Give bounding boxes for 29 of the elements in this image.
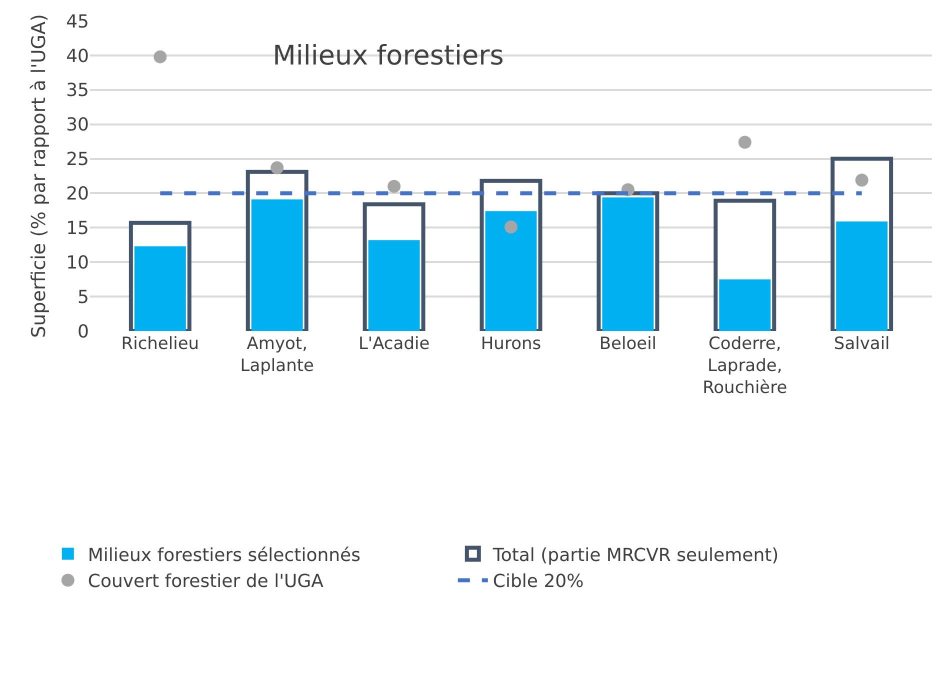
point bbox=[504, 220, 518, 234]
y-tick-label: 45 bbox=[66, 11, 89, 32]
y-tick-label: 0 bbox=[78, 321, 89, 342]
y-tick-label: 40 bbox=[66, 46, 89, 67]
point bbox=[388, 180, 401, 193]
y-tick-label: 10 bbox=[66, 252, 89, 274]
y-tick-label: 35 bbox=[66, 80, 89, 102]
x-tick-label: Coderre, Laprade, Rouchière bbox=[702, 334, 788, 398]
point bbox=[270, 161, 284, 174]
legend-label: Cible 20% bbox=[492, 571, 584, 592]
point bbox=[738, 136, 752, 149]
point bbox=[855, 174, 868, 187]
legend-label: Milieux forestiers sélectionnés bbox=[88, 544, 360, 566]
legend-label: Total (partie MRCVR seulement) bbox=[492, 544, 779, 566]
legend-label: Couvert forestier de l'UGA bbox=[88, 571, 324, 592]
y-tick-label: 25 bbox=[66, 149, 89, 170]
y-tick-label: 30 bbox=[66, 114, 89, 136]
y-tick-label: 15 bbox=[66, 218, 89, 239]
point bbox=[154, 50, 167, 64]
x-tick-label: Beloeil bbox=[599, 334, 657, 354]
text: Milieux forestiers bbox=[272, 40, 504, 72]
x-tick-label: Hurons bbox=[480, 334, 542, 354]
x-tick-label: Salvail bbox=[834, 334, 890, 354]
x-tick-label: Amyot, Laplante bbox=[240, 334, 314, 376]
y-tick-label: 5 bbox=[78, 286, 89, 308]
x-tick-label: L'Acadie bbox=[358, 334, 430, 354]
y-axis-title: Superficie (% par rapport à l'UGA) bbox=[28, 14, 50, 338]
y-tick-label: 20 bbox=[66, 184, 89, 205]
x-tick-label: Richelieu bbox=[121, 334, 200, 354]
